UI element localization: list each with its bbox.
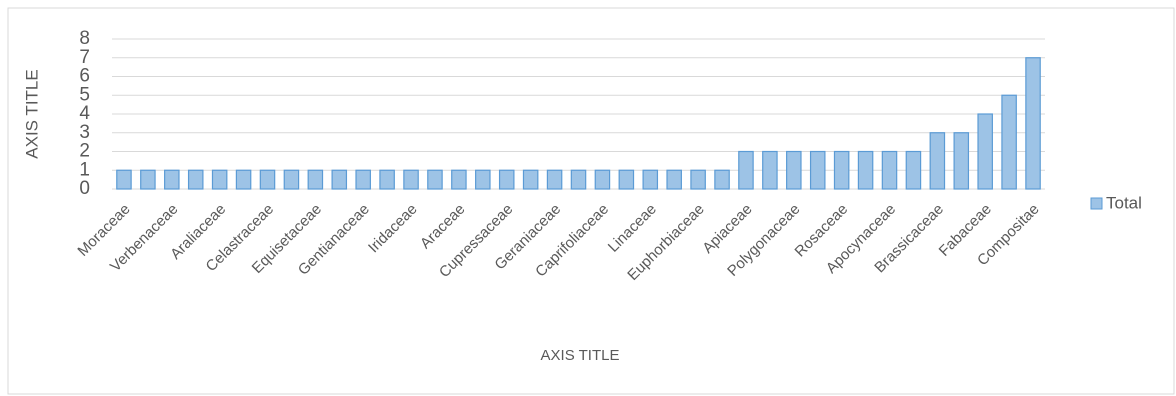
bar (905, 150, 922, 190)
y-tick-label: 5 (79, 84, 90, 105)
y-tick-label: 4 (79, 103, 90, 124)
bar (355, 169, 371, 190)
bar (283, 169, 300, 190)
bar (331, 169, 348, 190)
x-axis-title: AXIS TITLE (541, 347, 620, 364)
bar (116, 169, 132, 190)
bar (786, 150, 802, 190)
y-tick-label: 7 (79, 47, 90, 68)
bar (187, 169, 204, 190)
bar (307, 169, 324, 190)
bar (953, 132, 970, 190)
y-tick-label: 3 (79, 122, 90, 143)
bar (762, 150, 778, 190)
y-tick-label: 8 (79, 28, 90, 49)
bar (451, 169, 467, 190)
bar (833, 150, 850, 190)
bar (546, 169, 563, 190)
bar (618, 169, 635, 190)
bar (977, 113, 993, 190)
bar (642, 169, 659, 190)
bar (235, 169, 252, 190)
bar (570, 169, 587, 190)
chart-frame (7, 7, 1175, 395)
bar (522, 169, 539, 190)
bar (164, 169, 180, 190)
y-tick-label: 6 (79, 66, 90, 87)
bar (1001, 94, 1017, 190)
bar (140, 169, 156, 190)
bar (259, 169, 276, 190)
bar (881, 150, 898, 190)
bar (929, 132, 946, 190)
bar (475, 169, 491, 190)
y-axis-title: AXIS TITLE (22, 69, 41, 158)
legend-label: Total (1106, 193, 1142, 212)
bar (666, 169, 682, 190)
bar (594, 169, 611, 190)
bar (427, 169, 443, 190)
bar (498, 169, 515, 190)
bar (403, 169, 419, 190)
bar (1025, 57, 1041, 190)
bar (690, 169, 706, 190)
bar (379, 169, 395, 190)
bar (211, 169, 228, 190)
bar (714, 169, 730, 190)
bar (857, 150, 874, 190)
y-tick-label: 1 (79, 159, 90, 180)
y-tick-label: 0 (79, 178, 90, 199)
legend-swatch (1090, 197, 1103, 210)
bar (809, 150, 826, 190)
bar (738, 150, 754, 190)
y-tick-label: 2 (79, 141, 90, 162)
